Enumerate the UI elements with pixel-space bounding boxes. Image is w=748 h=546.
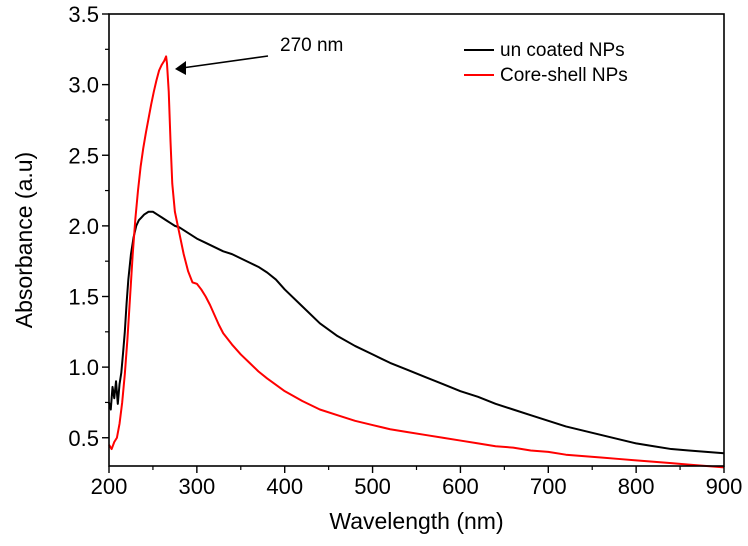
x-tick-label: 600 [442,474,479,499]
y-tick-label: 3.0 [68,73,99,98]
x-tick-label: 200 [91,474,128,499]
series-line-1 [108,210,725,455]
series-line-2 [108,55,725,469]
x-axis-ticks: 200 300 400 500 600 700 800 900 [91,466,743,499]
y-axis-label: Absorbance (a.u) [11,152,37,328]
y-tick-label: 0.5 [68,426,99,451]
x-tick-label: 400 [266,474,303,499]
x-tick-label: 700 [530,474,567,499]
x-tick-label: 300 [178,474,215,499]
y-tick-label: 2.5 [68,143,99,168]
peak-annotation-arrow-head [175,61,186,75]
peak-annotation-label: 270 nm [280,35,343,56]
plot-lines [108,55,725,469]
legend-label-uncoated: un coated NPs [500,40,625,61]
x-axis-label: Wavelength (nm) [329,508,503,534]
x-tick-label: 500 [354,474,391,499]
legend-label-core-shell: Core-shell NPs [500,65,628,86]
y-tick-label: 1.0 [68,355,99,380]
peak-annotation-arrow-line [181,55,269,69]
y-tick-label: 2.0 [68,214,99,239]
y-tick-label: 1.5 [68,285,99,310]
peak-annotation: 270 nm [175,35,343,75]
x-tick-label: 800 [618,474,655,499]
legend: un coated NPs Core-shell NPs [464,40,628,86]
y-axis-ticks: 0.5 1.0 1.5 2.0 2.5 3.0 3.5 [68,2,109,451]
x-tick-label: 900 [706,474,743,499]
y-tick-label: 3.5 [68,2,99,27]
